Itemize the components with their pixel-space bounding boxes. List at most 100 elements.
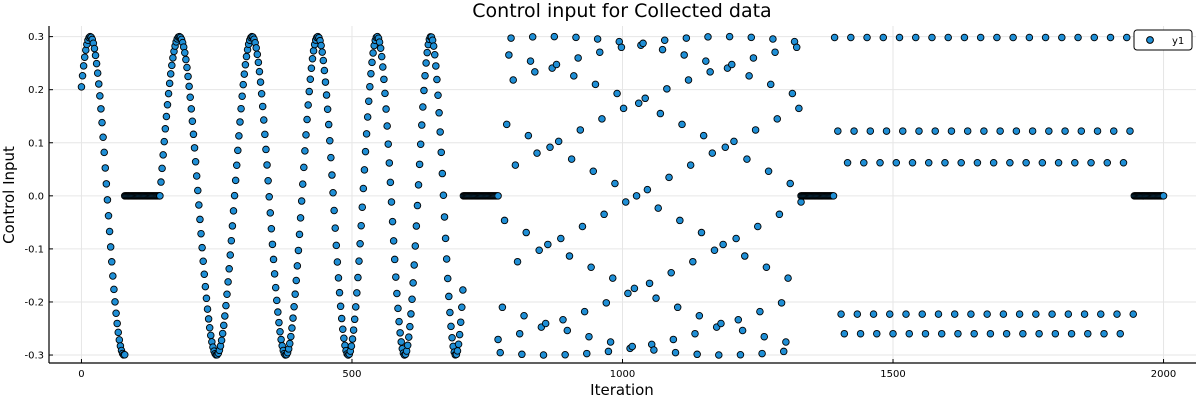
data-point	[524, 131, 533, 140]
data-point	[766, 80, 775, 89]
data-point	[109, 272, 117, 280]
data-point	[725, 32, 734, 41]
data-point	[652, 294, 660, 302]
data-point	[950, 310, 959, 318]
data-point	[899, 127, 907, 135]
data-point	[921, 329, 930, 338]
data-point	[895, 33, 904, 42]
data-point	[507, 34, 515, 42]
data-point	[786, 179, 794, 188]
chart-title: Control input for Collected data	[472, 0, 771, 22]
data-point	[359, 184, 368, 193]
data-point	[96, 92, 104, 100]
data-point	[494, 192, 502, 200]
data-point	[528, 33, 537, 41]
data-point	[423, 48, 431, 57]
data-point	[697, 228, 706, 237]
data-point	[257, 89, 266, 98]
data-point	[550, 32, 559, 41]
data-point	[496, 348, 504, 357]
data-point	[183, 63, 191, 72]
data-point	[110, 285, 118, 294]
data-point	[255, 67, 264, 76]
data-point	[396, 329, 404, 337]
data-point	[650, 346, 658, 354]
data-point	[78, 71, 87, 80]
data-point	[254, 58, 263, 67]
data-point	[389, 237, 398, 245]
data-point	[235, 132, 243, 140]
data-point	[108, 258, 116, 266]
data-point	[194, 186, 202, 195]
data-point	[301, 147, 309, 155]
data-point	[1159, 192, 1168, 200]
data-point	[518, 350, 526, 359]
data-point	[741, 252, 749, 260]
data-point	[829, 192, 838, 200]
data-point	[745, 72, 753, 80]
data-point	[702, 57, 710, 65]
data-point	[684, 76, 693, 84]
data-point	[198, 243, 206, 252]
data-point	[270, 270, 279, 278]
data-point	[775, 210, 784, 219]
data-point	[355, 257, 363, 265]
data-point	[157, 178, 165, 186]
data-point	[331, 224, 339, 232]
data-point	[161, 125, 170, 133]
data-point	[502, 120, 511, 129]
x-tick-label: 1000	[610, 369, 635, 380]
data-point	[303, 115, 311, 124]
data-point	[771, 48, 779, 56]
data-point	[197, 229, 205, 238]
data-point	[643, 185, 652, 194]
data-point	[754, 222, 762, 231]
data-point	[393, 289, 401, 298]
data-point	[715, 351, 723, 359]
data-point	[840, 329, 849, 338]
data-point	[728, 60, 736, 69]
data-point	[182, 55, 190, 64]
data-point	[954, 329, 962, 338]
data-point	[156, 192, 164, 200]
data-point	[354, 273, 362, 282]
data-point	[792, 43, 801, 52]
data-point	[99, 133, 107, 141]
data-point	[407, 310, 415, 318]
data-point	[1097, 310, 1105, 318]
data-point	[368, 58, 376, 67]
legend-marker	[1146, 36, 1154, 44]
data-point	[576, 126, 585, 134]
data-point	[782, 338, 790, 346]
data-point	[869, 310, 878, 318]
data-point	[337, 314, 346, 323]
y-tick-label: -0.3	[24, 351, 44, 362]
data-point	[232, 161, 241, 169]
data-point	[570, 72, 578, 80]
data-point	[682, 34, 691, 42]
data-point	[240, 70, 249, 78]
data-point	[541, 319, 550, 328]
data-point	[375, 38, 384, 46]
data-point	[105, 227, 114, 236]
data-point	[535, 246, 543, 255]
data-point	[433, 75, 441, 84]
data-point	[928, 33, 936, 42]
data-point	[574, 54, 582, 62]
data-point	[287, 332, 295, 341]
data-point	[1038, 158, 1047, 167]
data-point	[252, 44, 260, 52]
data-point	[277, 335, 285, 344]
data-point	[830, 33, 839, 42]
data-point	[203, 305, 212, 313]
data-point	[420, 86, 428, 95]
data-point	[719, 240, 727, 249]
data-point	[609, 274, 617, 282]
data-point	[274, 308, 282, 316]
data-point	[1041, 33, 1050, 42]
data-point	[292, 276, 301, 285]
data-point	[459, 286, 467, 294]
data-point	[924, 158, 933, 167]
data-point	[879, 33, 888, 42]
data-point	[918, 310, 926, 318]
